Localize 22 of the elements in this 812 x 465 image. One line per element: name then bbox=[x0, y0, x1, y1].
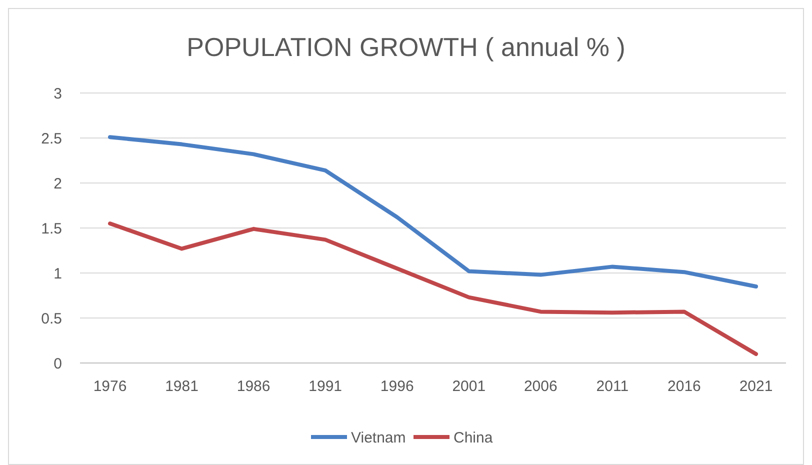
y-tick-label: 2.5 bbox=[41, 130, 62, 148]
x-tick-label: 2011 bbox=[596, 378, 629, 395]
x-tick-label: 1996 bbox=[380, 378, 414, 395]
y-tick-label: 0 bbox=[54, 355, 62, 372]
x-tick-label: 2006 bbox=[524, 378, 558, 395]
x-tick-label: 1976 bbox=[93, 378, 127, 395]
x-tick-label: 2016 bbox=[668, 378, 701, 395]
y-tick-label: 2 bbox=[54, 175, 62, 192]
y-tick-label: 0.5 bbox=[41, 310, 62, 328]
x-tick-label: 1986 bbox=[236, 378, 270, 395]
line-series bbox=[108, 135, 758, 288]
x-tick-label: 1981 bbox=[165, 378, 198, 395]
x-tick-label: 2021 bbox=[739, 378, 773, 395]
y-tick-label: 3 bbox=[54, 85, 62, 102]
line-series bbox=[108, 222, 758, 356]
legend-label: Vietnam bbox=[351, 429, 406, 446]
y-tick-label: 1 bbox=[54, 265, 62, 282]
y-tick-label: 1.5 bbox=[41, 220, 62, 238]
chart-title: POPULATION GROWTH ( annual % ) bbox=[186, 32, 626, 62]
x-tick-label: 2001 bbox=[452, 378, 486, 395]
legend-label: China bbox=[454, 429, 494, 446]
x-tick-label: 1991 bbox=[308, 378, 342, 395]
